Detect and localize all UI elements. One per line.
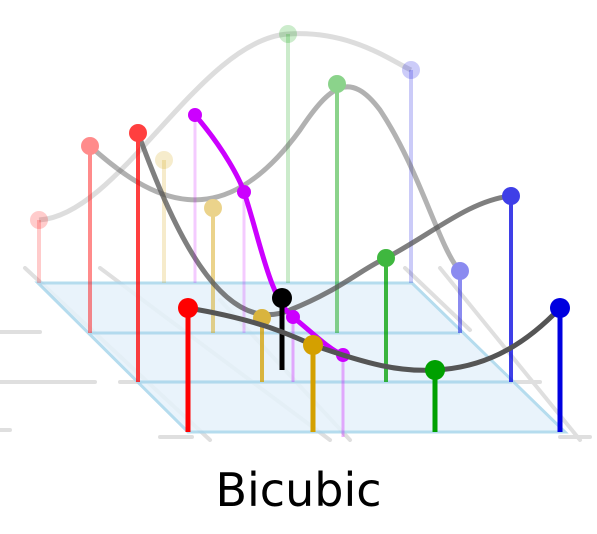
guide-line <box>403 266 472 332</box>
row-4 <box>178 298 570 432</box>
magenta-point <box>286 310 300 324</box>
row-1-gold-point <box>155 151 173 169</box>
row-2-curve <box>88 84 462 273</box>
result-point <box>272 288 292 308</box>
caption: Bicubic <box>215 463 382 517</box>
row-1-green-point <box>279 25 297 43</box>
row-2-green-point <box>328 75 346 93</box>
row-3-red-point <box>129 124 147 142</box>
row-4-blue-point <box>550 298 570 318</box>
magenta-point <box>188 108 202 122</box>
row-4-curve <box>187 305 562 373</box>
row-2-red-point <box>81 137 99 155</box>
magenta-point <box>237 185 251 199</box>
row-4-red-point <box>178 298 198 318</box>
row-1-points <box>30 25 420 229</box>
plane-grid-lines <box>90 331 512 384</box>
row-2-gold-point <box>204 199 222 217</box>
row-1-blue-point <box>402 61 420 79</box>
row-4-gold-point <box>303 335 323 355</box>
row-3-green-point <box>377 249 395 267</box>
row-1 <box>38 31 413 223</box>
row-1-stems <box>37 34 413 283</box>
row-3-blue-point <box>502 187 520 205</box>
row-1-curve <box>38 31 413 223</box>
row-3-curve <box>135 132 512 318</box>
row-1-red-point <box>30 211 48 229</box>
row-2-blue-point <box>451 262 469 280</box>
row-4-green-point <box>425 360 445 380</box>
